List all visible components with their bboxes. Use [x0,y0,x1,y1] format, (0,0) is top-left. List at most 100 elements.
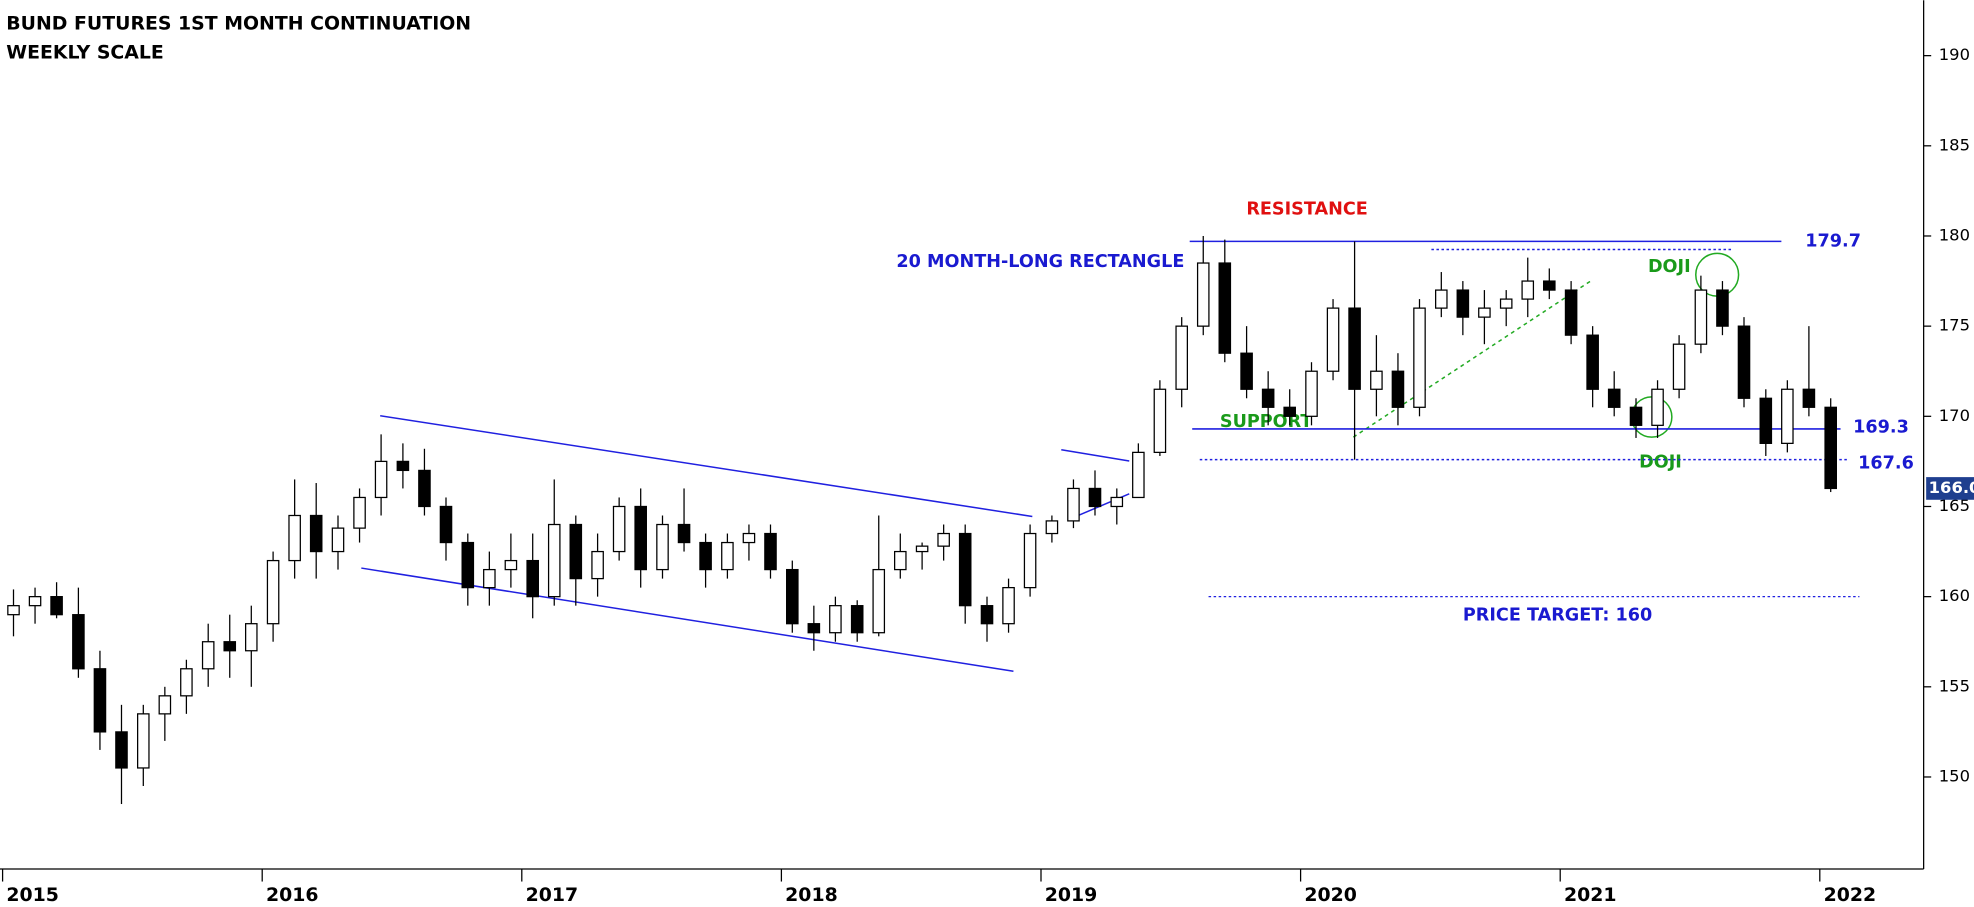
candle-body [526,559,539,598]
triangle-upper [1061,448,1130,462]
y-tick-label: 185 [1939,135,1970,154]
candle-body [93,668,107,733]
channel-upper [380,414,1033,518]
y-tick-label: 175 [1939,316,1970,335]
candle-body [1023,532,1037,589]
candle-body [1607,388,1621,408]
candle-body [288,514,301,562]
candle-body [396,460,410,472]
candle-body [1240,352,1253,390]
annotation: RESISTANCE [1246,199,1367,219]
y-tick-label: 180 [1939,225,1970,244]
candle-body [1196,262,1210,327]
candle-body [418,469,431,508]
y-tick-label: 160 [1939,586,1970,605]
candle-body [1305,370,1318,417]
x-tick-label: 2019 [1045,884,1098,906]
annotation: DOJI [1648,257,1691,277]
trend-line [1352,279,1593,438]
candle-body [1651,388,1664,426]
candle-body [1110,496,1124,508]
x-tick-label: 2022 [1824,884,1877,906]
candle-body [1413,307,1426,408]
candle-body [1153,388,1167,454]
candle-body [158,695,172,715]
annotation: 20 MONTH-LONG RECTANGLE [896,252,1184,272]
candle-body [1802,388,1816,408]
candle-body [1672,343,1686,390]
candle-body [850,605,864,634]
candle-body [1132,451,1145,499]
candle-body [829,605,842,634]
candle-body [1218,262,1232,354]
chart-title: BUND FUTURES 1ST MONTH CONTINUATION [6,13,471,35]
candle-body [1586,334,1599,390]
candle-body [677,523,691,544]
candle-body [1629,406,1643,426]
candle-body [1737,325,1751,399]
candle-body [915,545,929,553]
candle-body [483,568,496,589]
candle-body [504,559,518,571]
candle-body [266,559,280,625]
candle-body [547,523,561,598]
candle-body [1435,289,1448,309]
x-tick-label: 2016 [266,884,319,906]
candle-body [569,523,583,580]
candle-body [699,541,712,571]
chart-subtitle: WEEKLY SCALE [6,42,164,64]
candle-body [1088,487,1102,508]
candle-body [244,623,258,652]
candle-body [137,713,150,769]
candle-body [1543,280,1556,291]
candle-body [309,514,323,553]
x-tick-label: 2020 [1304,884,1357,906]
candle-body [1045,520,1059,535]
candle-body [872,568,886,634]
candle-body [1002,586,1015,625]
candle-body [72,614,85,670]
candle-body [1326,307,1340,372]
target-label: PRICE TARGET: 160 [1463,606,1652,626]
candle-body [634,505,647,571]
candle-body [1781,388,1794,444]
candle-body [807,623,821,634]
y-tick-label: 190 [1939,45,1970,64]
candle-body [1175,325,1188,390]
level-label: 179.7 [1805,231,1861,251]
x-tick-label: 2017 [526,884,579,906]
candle-body [201,641,215,670]
candle-body [742,532,756,544]
level-label: 169.3 [1853,418,1909,438]
last-price-tag [1926,477,1974,500]
candle-body [1370,370,1383,390]
candle-body [331,527,345,553]
candle-body [1564,289,1578,336]
x-tick-label: 2021 [1564,884,1617,906]
candle-body [786,568,799,625]
candle-body [223,641,237,652]
candle-body [1824,406,1838,490]
candle-body [1067,487,1080,522]
candle-body [591,550,604,580]
annotation: DOJI [1639,452,1682,472]
candle-body [980,605,994,625]
candle-body [656,523,669,571]
candle-body [1261,388,1275,408]
candle-body [1391,370,1405,408]
y-tick-label: 170 [1939,406,1970,425]
candle-body [1759,397,1773,444]
candle-body [439,505,453,544]
y-tick-label: 165 [1939,496,1970,515]
candle-body [1283,406,1296,417]
candle-body [180,668,193,697]
candle-body [7,605,20,616]
candle-body [894,550,907,571]
candle-body [1499,298,1513,309]
last-price-label: 166.0 [1929,478,1974,497]
candle-body [1694,289,1708,345]
candle-body [50,596,63,616]
